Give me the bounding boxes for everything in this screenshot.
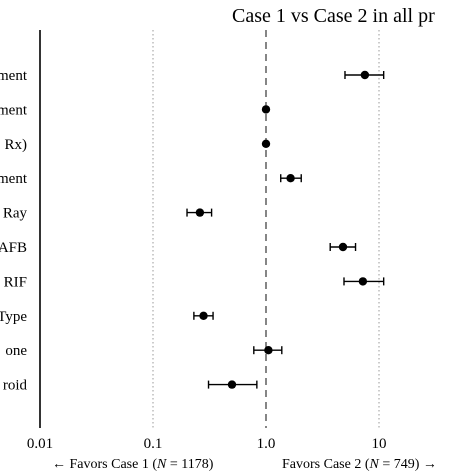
forest-row: one bbox=[5, 343, 283, 359]
point-estimate bbox=[360, 70, 370, 80]
chart-title: Case 1 vs Case 2 in all pr bbox=[232, 5, 435, 27]
forest-row: Type bbox=[0, 309, 214, 325]
forest-row: roid bbox=[3, 378, 258, 394]
point-estimate bbox=[261, 105, 271, 114]
grid-layer bbox=[152, 30, 380, 428]
favors-right-text: Favors Case 2 ( bbox=[282, 457, 370, 472]
row-label: ment bbox=[0, 102, 28, 118]
forest-row: ment bbox=[0, 171, 302, 187]
favors-left-text: ← Favors Case 1 ( bbox=[52, 457, 157, 472]
point-estimate bbox=[199, 311, 208, 320]
forest-row: Rx) bbox=[5, 137, 271, 153]
x-tick-label: 0.01 bbox=[27, 436, 53, 452]
forest-row: ment bbox=[0, 102, 271, 118]
row-label: RIF bbox=[4, 274, 27, 290]
forest-row: RIF bbox=[4, 274, 385, 290]
point-estimate bbox=[195, 208, 205, 217]
favors-case-1-label: ← Favors Case 1 (N = 1178) bbox=[52, 457, 214, 472]
row-label: Ray bbox=[3, 206, 28, 222]
row-label: Type bbox=[0, 309, 27, 325]
row-label: ment bbox=[0, 68, 28, 84]
favors-left-value: = 1178) bbox=[166, 457, 213, 472]
point-estimate bbox=[286, 174, 295, 183]
row-label: Rx) bbox=[5, 137, 28, 153]
forest-row: Ray bbox=[3, 206, 213, 222]
row-label: ment bbox=[0, 171, 28, 187]
point-estimate bbox=[227, 380, 237, 389]
rows-layer: ment ment Rx) ment Ray AFB RIF Type one roid bbox=[0, 68, 385, 394]
x-tick-label: 10 bbox=[372, 436, 387, 452]
point-estimate bbox=[338, 242, 348, 252]
point-estimate bbox=[261, 139, 271, 148]
favors-case-2-label: Favors Case 2 (N = 749) → bbox=[282, 457, 437, 472]
favors-left-n: N bbox=[156, 457, 167, 472]
forest-row: ment bbox=[0, 68, 385, 84]
x-tick-label: 1.0 bbox=[257, 436, 276, 452]
favors-right-n: N bbox=[369, 457, 380, 472]
favors-right-value: = 749) → bbox=[379, 457, 437, 472]
point-estimate bbox=[358, 277, 368, 286]
row-label: roid bbox=[3, 378, 28, 394]
x-tick-label: 0.1 bbox=[144, 436, 163, 452]
x-tick-labels: 0.01 0.1 1.0 10 bbox=[27, 436, 387, 452]
row-label: AFB bbox=[0, 240, 27, 256]
row-label: one bbox=[5, 343, 27, 359]
forest-row: AFB bbox=[0, 240, 357, 256]
point-estimate bbox=[264, 346, 273, 355]
